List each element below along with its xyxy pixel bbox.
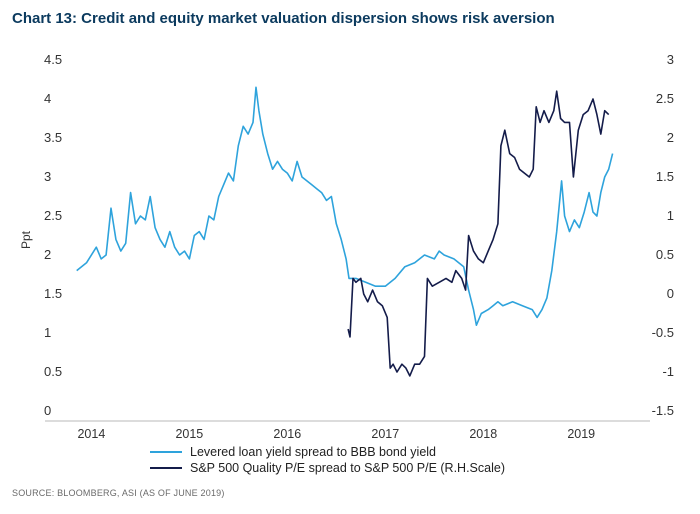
x-tick-label: 2019 (567, 427, 595, 441)
left-tick-label: 3.5 (44, 130, 62, 145)
x-axis-ticks: 2014 2015 2016 2017 2018 2019 (77, 427, 595, 441)
source-note: SOURCE: BLOOMBERG, ASI (AS OF JUNE 2019) (12, 488, 225, 498)
right-tick-label: -1 (662, 364, 674, 379)
series-line-0 (76, 86, 614, 326)
left-tick-label: 2 (44, 247, 51, 262)
left-axis-ticks: 4.5 4 3.5 3 2.5 2 1.5 1 0.5 0 (44, 52, 62, 418)
series-line-1 (347, 90, 610, 377)
x-tick-label: 2015 (175, 427, 203, 441)
left-tick-label: 3 (44, 169, 51, 184)
left-tick-label: 1.5 (44, 286, 62, 301)
right-tick-label: 0.5 (656, 247, 674, 262)
legend: Levered loan yield spread to BBB bond yi… (150, 445, 505, 475)
legend-label-1: S&P 500 Quality P/E spread to S&P 500 P/… (190, 461, 505, 475)
left-tick-label: 2.5 (44, 208, 62, 223)
chart-title: Chart 13: Credit and equity market valua… (12, 10, 555, 27)
right-axis-ticks: 3 2.5 2 1.5 1 0.5 0 -0.5 -1 -1.5 (652, 52, 674, 418)
right-tick-label: 2.5 (656, 91, 674, 106)
y-axis-label: Ppt (19, 230, 33, 249)
x-tick-label: 2016 (273, 427, 301, 441)
series-group (76, 86, 614, 377)
right-tick-label: 3 (667, 52, 674, 67)
x-tick-label: 2014 (77, 427, 105, 441)
left-tick-label: 0.5 (44, 364, 62, 379)
right-tick-label: 2 (667, 130, 674, 145)
legend-label-0: Levered loan yield spread to BBB bond yi… (190, 445, 436, 459)
right-tick-label: -1.5 (652, 403, 674, 418)
x-tick-label: 2017 (371, 427, 399, 441)
right-tick-label: -0.5 (652, 325, 674, 340)
left-tick-label: 4 (44, 91, 51, 106)
x-tick-label: 2018 (469, 427, 497, 441)
right-tick-label: 0 (667, 286, 674, 301)
right-tick-label: 1 (667, 208, 674, 223)
left-tick-label: 4.5 (44, 52, 62, 67)
right-tick-label: 1.5 (656, 169, 674, 184)
left-tick-label: 0 (44, 403, 51, 418)
left-tick-label: 1 (44, 325, 51, 340)
